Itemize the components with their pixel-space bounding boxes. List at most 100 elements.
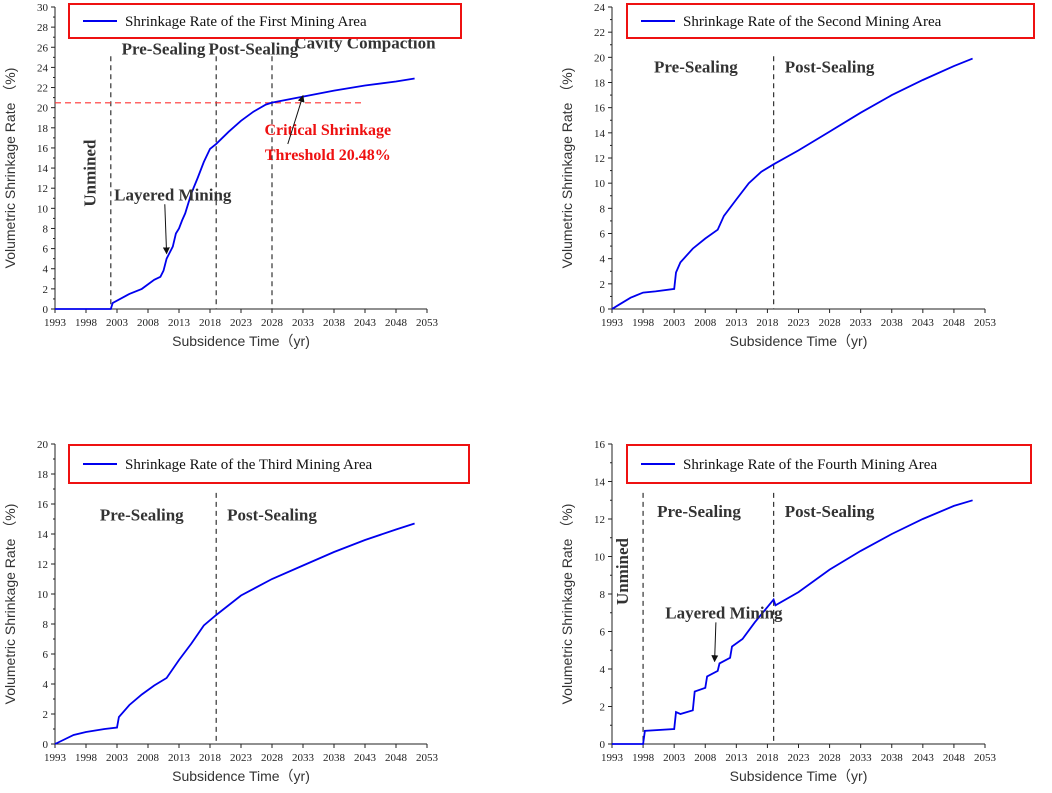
annotation-arrow [711,622,719,663]
y-tick-label: 0 [600,304,606,316]
y-tick-label: 2 [43,709,49,721]
x-tick-label: 1993 [44,752,67,764]
y-tick-label: 2 [600,279,606,291]
x-tick-label: 2018 [199,317,222,329]
x-tick-label: 1998 [75,317,98,329]
x-tick-label: 2023 [788,317,811,329]
x-tick-label: 2048 [385,317,408,329]
x-tick-label: 2048 [943,752,966,764]
y-tick-label: 4 [43,264,49,276]
y-tick-label: 22 [37,83,48,95]
y-tick-label: 0 [600,739,606,751]
phase-label: Pre-Sealing [122,39,206,58]
x-axis-label: Subsidence Time（yr) [172,768,310,784]
series-line [55,77,415,310]
legend-box [626,444,1032,484]
x-tick-label: 2053 [974,752,997,764]
legend-box [68,444,470,484]
y-tick-label: 24 [37,62,49,74]
x-tick-label: 2023 [230,752,253,764]
y-tick-label: 16 [594,439,606,451]
x-tick-label: 2028 [819,317,842,329]
x-tick-label: 2033 [850,317,873,329]
phase-label: Pre-Sealing [100,506,184,525]
x-tick-label: 2023 [230,317,253,329]
x-tick-label: 2003 [106,752,129,764]
y-tick-label: 10 [37,203,49,215]
y-axis-label: Volumetric Shrinkage Rate （%) [2,68,18,269]
x-tick-label: 2033 [292,317,315,329]
y-tick-label: 8 [43,619,49,631]
y-tick-label: 20 [37,439,49,451]
x-tick-label: 2053 [416,752,439,764]
y-tick-label: 14 [594,128,606,140]
x-tick-label: 2043 [354,317,377,329]
y-tick-label: 18 [594,78,606,90]
phase-label: Post-Sealing [785,502,875,521]
y-tick-label: 18 [37,469,49,481]
series-line [611,57,973,310]
x-tick-label: 2043 [354,752,377,764]
series-line [612,499,973,745]
y-axis-label: Volumetric Shrinkage Rate （%) [559,504,575,705]
y-tick-label: 10 [37,589,49,601]
x-tick-label: 2013 [168,752,191,764]
x-tick-label: 2028 [261,317,284,329]
x-tick-label: 1993 [601,752,624,764]
y-tick-label: 14 [594,477,606,489]
y-tick-label: 16 [37,499,49,511]
x-axis-label: Subsidence Time（yr) [730,768,868,784]
x-tick-label: 2008 [694,752,717,764]
x-tick-label: 2003 [663,317,686,329]
y-tick-label: 10 [594,178,606,190]
chart-panel-4: 0 2 4 6 8 10 12 14 16 1993 1998 2003 2008 2013 2018 202… [559,439,1032,784]
y-axis-label: Volumetric Shrinkage Rate （%) [2,504,18,705]
y-axis-label: Volumetric Shrinkage Rate （%) [559,68,575,269]
x-tick-label: 2033 [292,752,315,764]
y-tick-label: 8 [43,223,49,235]
x-tick-label: 2038 [881,317,904,329]
y-tick-label: 2 [600,702,606,714]
y-tick-label: 20 [37,103,49,115]
y-tick-label: 16 [37,143,49,155]
annotation-label: Threshold 20.48% [265,147,391,164]
legend-box [626,3,1035,39]
x-tick-label: 2013 [725,317,748,329]
x-axis-label: Subsidence Time（yr) [172,333,310,349]
x-tick-label: 1993 [601,317,624,329]
x-tick-label: 2018 [199,752,222,764]
legend-label: Shrinkage Rate of the First Mining Area [125,14,367,30]
y-tick-label: 14 [37,529,49,541]
x-tick-label: 2023 [788,752,811,764]
y-tick-label: 12 [37,183,48,195]
x-tick-label: 1998 [75,752,98,764]
x-tick-label: 2008 [137,317,160,329]
y-tick-label: 0 [43,304,49,316]
x-tick-label: 2053 [974,317,997,329]
x-tick-label: 2003 [106,317,129,329]
x-tick-label: 2008 [137,752,160,764]
annotation-arrow [162,204,170,255]
x-tick-label: 2038 [323,317,346,329]
y-tick-label: 8 [600,203,606,215]
y-tick-label: 18 [37,123,49,135]
x-tick-label: 2038 [881,752,904,764]
y-tick-label: 14 [37,163,49,175]
y-tick-label: 20 [594,52,606,64]
y-tick-label: 30 [37,2,49,14]
unmined-label: Unmined [80,139,99,207]
legend-label: Shrinkage Rate of the Second Mining Area [683,14,942,30]
y-tick-label: 6 [43,244,49,256]
phase-label: Post-Sealing [785,57,875,76]
annotation-label: Layered Mining [114,185,232,204]
y-tick-label: 4 [600,664,606,676]
legend-label: Shrinkage Rate of the Third Mining Area [125,457,373,473]
phase-label: Post-Sealing [227,506,317,525]
x-tick-label: 2018 [756,752,779,764]
x-tick-label: 2033 [850,752,873,764]
y-tick-label: 2 [43,284,49,296]
legend-label: Shrinkage Rate of the Fourth Mining Area [683,457,937,473]
